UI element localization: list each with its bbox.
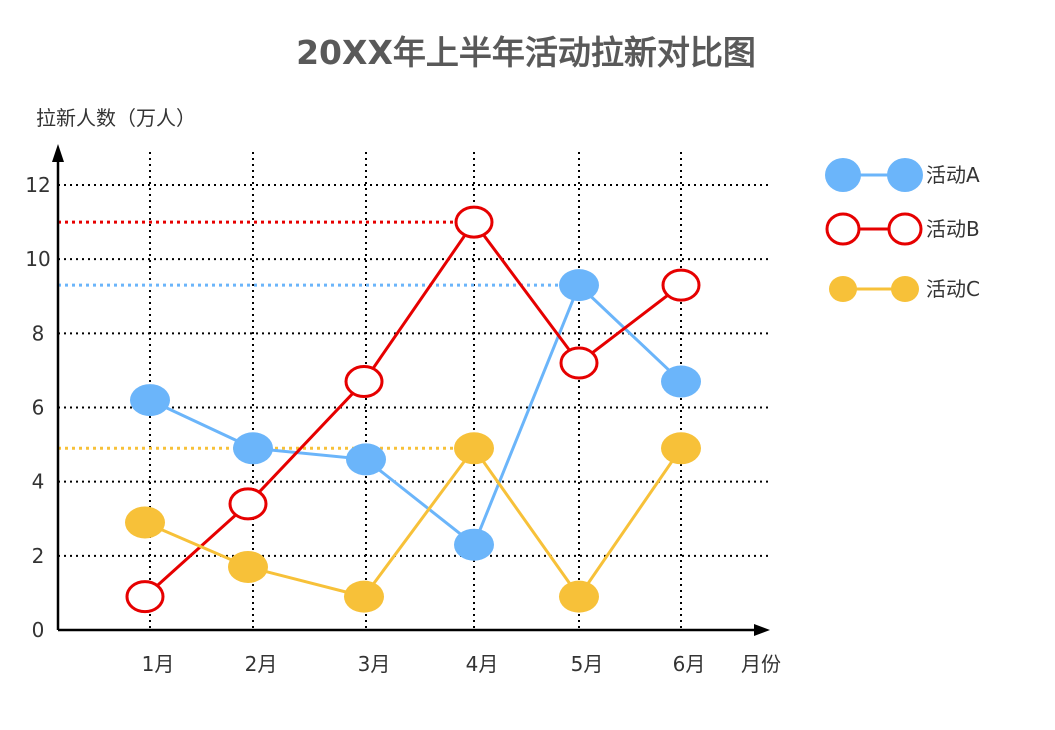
legend-marker: [825, 158, 861, 192]
y-tick-label: 10: [25, 247, 50, 271]
legend-item: 活动A: [825, 158, 980, 192]
data-point: [454, 432, 494, 465]
series-line-2: [143, 219, 682, 598]
x-tick-label: 5月: [571, 652, 604, 676]
axes: [52, 144, 770, 636]
data-point: [661, 268, 701, 302]
legend-marker: [891, 276, 919, 302]
legend: 活动A 活动B 活动C: [825, 158, 980, 302]
data-point: [454, 205, 494, 239]
data-point: [346, 443, 386, 476]
legend-label: 活动A: [926, 163, 980, 187]
data-point: [344, 580, 384, 613]
data-point: [228, 487, 268, 521]
legend-item: 活动C: [829, 276, 980, 302]
x-tick-labels: 1月 2月 3月 4月 5月 6月: [142, 652, 706, 676]
x-axis-label: 月份: [741, 652, 781, 676]
x-axis-arrow: [754, 624, 770, 636]
x-tick-label: 3月: [358, 652, 391, 676]
y-tick-label: 2: [32, 544, 45, 568]
legend-marker: [829, 276, 857, 302]
legend-item: 活动B: [825, 212, 980, 246]
data-point: [559, 580, 599, 613]
x-tick-label: 6月: [673, 652, 706, 676]
data-point: [344, 365, 384, 399]
data-point: [559, 346, 599, 380]
y-axis-arrow: [52, 144, 64, 162]
data-point: [228, 550, 268, 583]
data-point: [661, 432, 701, 465]
data-point: [125, 580, 165, 614]
y-tick-label: 6: [32, 396, 45, 420]
legend-label: 活动C: [926, 277, 980, 301]
x-tick-label: 2月: [245, 652, 278, 676]
y-tick-label: 4: [32, 470, 45, 494]
legend-label: 活动B: [926, 217, 980, 241]
chart-title: 20XX年上半年活动拉新对比图: [296, 33, 756, 72]
data-point: [559, 269, 599, 302]
x-tick-label: 4月: [466, 652, 499, 676]
y-tick-label: 12: [25, 173, 50, 197]
y-tick-label: 8: [32, 321, 45, 345]
legend-marker: [887, 212, 923, 246]
data-point: [454, 528, 494, 561]
reference-lines: [58, 220, 579, 450]
legend-marker: [825, 212, 861, 246]
x-tick-label: 1月: [142, 652, 175, 676]
data-point: [233, 432, 273, 465]
y-tick-labels: 0 2 4 6 8 10 12: [25, 173, 50, 642]
series-layer: [125, 205, 701, 614]
data-point: [661, 365, 701, 398]
data-point: [125, 506, 165, 539]
y-axis-label: 拉新人数（万人）: [36, 106, 196, 130]
data-point: [130, 384, 170, 417]
legend-marker: [887, 158, 923, 192]
y-tick-label: 0: [32, 618, 45, 642]
